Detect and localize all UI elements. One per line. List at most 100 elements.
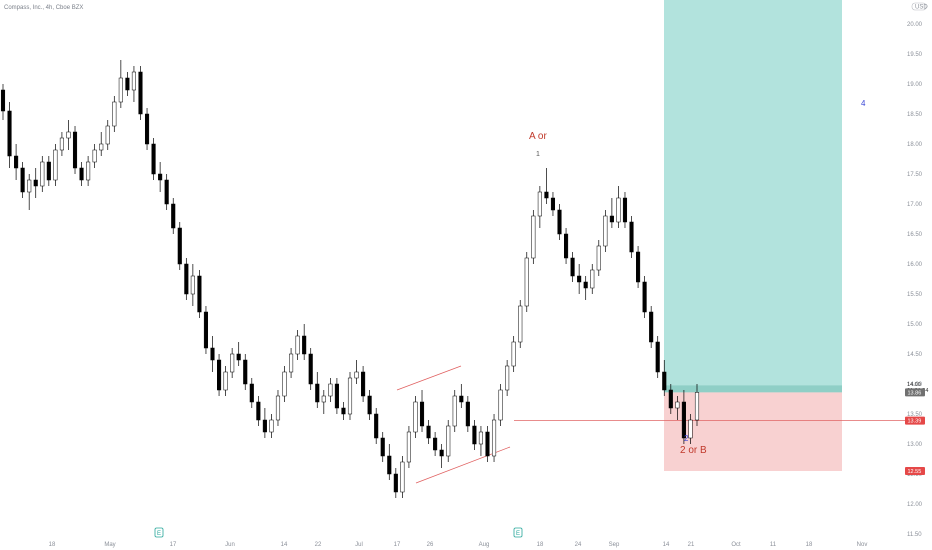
candle-body[interactable] bbox=[675, 401, 680, 409]
candle-body[interactable] bbox=[66, 131, 71, 139]
candle-body[interactable] bbox=[668, 389, 673, 409]
currency-pill[interactable] bbox=[911, 2, 927, 11]
candle-body[interactable] bbox=[151, 143, 156, 175]
annotation-a-or[interactable]: A or bbox=[529, 131, 547, 142]
candle-body[interactable] bbox=[694, 392, 700, 421]
candle-body[interactable] bbox=[485, 431, 490, 457]
candle-body[interactable] bbox=[544, 191, 549, 199]
candle-body[interactable] bbox=[99, 143, 104, 151]
candle-body[interactable] bbox=[367, 395, 372, 415]
candle-body[interactable] bbox=[347, 377, 353, 415]
candle-body[interactable] bbox=[524, 257, 529, 307]
earnings-marker[interactable]: E bbox=[513, 527, 523, 538]
candle-body[interactable] bbox=[112, 101, 117, 127]
candle-body[interactable] bbox=[40, 161, 45, 187]
candle-body[interactable] bbox=[138, 71, 143, 115]
candle-body[interactable] bbox=[295, 335, 300, 355]
candle-body[interactable] bbox=[491, 419, 497, 457]
candle-body[interactable] bbox=[203, 311, 209, 349]
candle-body[interactable] bbox=[570, 257, 575, 277]
candle-body[interactable] bbox=[433, 437, 438, 451]
candle-body[interactable] bbox=[171, 203, 176, 229]
candle-body[interactable] bbox=[688, 419, 693, 439]
candle-body[interactable] bbox=[46, 161, 51, 181]
candle-body[interactable] bbox=[511, 341, 516, 367]
candle-body[interactable] bbox=[210, 347, 215, 361]
candle-body[interactable] bbox=[387, 455, 392, 475]
candle-body[interactable] bbox=[361, 371, 366, 397]
candle-body[interactable] bbox=[243, 359, 248, 385]
candle-body[interactable] bbox=[681, 401, 686, 439]
candle-body[interactable] bbox=[59, 137, 64, 151]
candle-body[interactable] bbox=[125, 77, 130, 91]
candle-body[interactable] bbox=[217, 359, 222, 391]
candle-body[interactable] bbox=[478, 431, 483, 445]
candle-body[interactable] bbox=[354, 371, 359, 379]
candle-body[interactable] bbox=[334, 383, 339, 409]
candle-body[interactable] bbox=[518, 305, 523, 343]
candle-body[interactable] bbox=[190, 275, 195, 295]
candle-body[interactable] bbox=[92, 149, 97, 163]
candle-body[interactable] bbox=[609, 215, 614, 223]
candle-body[interactable] bbox=[223, 371, 228, 391]
candle-body[interactable] bbox=[603, 215, 608, 247]
candle-body[interactable] bbox=[406, 431, 411, 463]
candle-body[interactable] bbox=[564, 233, 569, 259]
candle-body[interactable] bbox=[256, 401, 261, 421]
candle-body[interactable] bbox=[616, 197, 621, 223]
candle-body[interactable] bbox=[144, 113, 150, 145]
candle-body[interactable] bbox=[302, 335, 307, 355]
candle-body[interactable] bbox=[321, 395, 326, 403]
candle-body[interactable] bbox=[590, 269, 595, 289]
candle-body[interactable] bbox=[439, 449, 444, 457]
candle-body[interactable] bbox=[446, 425, 451, 457]
candle-body[interactable] bbox=[7, 110, 12, 157]
stop-loss-zone[interactable] bbox=[664, 392, 842, 471]
candle-body[interactable] bbox=[655, 341, 660, 373]
candle-body[interactable] bbox=[72, 131, 78, 169]
candle-body[interactable] bbox=[426, 425, 431, 439]
candle-body[interactable] bbox=[197, 275, 202, 313]
candle-body[interactable] bbox=[577, 275, 582, 283]
candle-body[interactable] bbox=[636, 251, 641, 283]
candle-body[interactable] bbox=[184, 263, 189, 295]
candle-body[interactable] bbox=[269, 419, 274, 433]
candle-body[interactable] bbox=[27, 179, 32, 193]
candle-body[interactable] bbox=[341, 407, 346, 415]
candle-body[interactable] bbox=[249, 383, 254, 403]
candle-body[interactable] bbox=[262, 419, 267, 433]
candle-body[interactable] bbox=[164, 179, 169, 205]
candle-body[interactable] bbox=[452, 395, 457, 427]
candle-body[interactable] bbox=[105, 125, 110, 145]
candle-body[interactable] bbox=[0, 89, 6, 112]
candle-body[interactable] bbox=[393, 473, 398, 493]
candle-body[interactable] bbox=[380, 437, 385, 457]
annotation-wave-2[interactable]: 2 bbox=[684, 434, 689, 443]
candle-body[interactable] bbox=[537, 191, 542, 217]
candle-body[interactable] bbox=[642, 281, 647, 313]
candle-body[interactable] bbox=[53, 149, 58, 181]
candle-body[interactable] bbox=[419, 401, 425, 427]
candle-body[interactable] bbox=[33, 179, 38, 187]
candle-body[interactable] bbox=[308, 353, 313, 385]
candle-body[interactable] bbox=[531, 215, 536, 259]
earnings-marker[interactable]: E bbox=[154, 527, 164, 538]
target-profit-zone[interactable] bbox=[664, 0, 842, 393]
candle-body[interactable] bbox=[662, 371, 667, 391]
candle-body[interactable] bbox=[498, 389, 503, 421]
candle-body[interactable] bbox=[583, 281, 588, 289]
candle-body[interactable] bbox=[465, 401, 470, 427]
candle-body[interactable] bbox=[86, 161, 91, 181]
candle-body[interactable] bbox=[230, 353, 235, 373]
candle-body[interactable] bbox=[20, 167, 25, 193]
candle-body[interactable] bbox=[177, 227, 182, 265]
candle-body[interactable] bbox=[413, 401, 418, 433]
candle-body[interactable] bbox=[649, 311, 654, 343]
channel-upper-line[interactable] bbox=[396, 365, 462, 391]
candle-body[interactable] bbox=[315, 383, 320, 403]
candle-body[interactable] bbox=[158, 173, 163, 181]
candle-body[interactable] bbox=[282, 371, 287, 397]
annotation-2-or-b[interactable]: 2 or B bbox=[680, 445, 707, 456]
candle-body[interactable] bbox=[236, 353, 241, 361]
candle-body[interactable] bbox=[629, 221, 634, 253]
